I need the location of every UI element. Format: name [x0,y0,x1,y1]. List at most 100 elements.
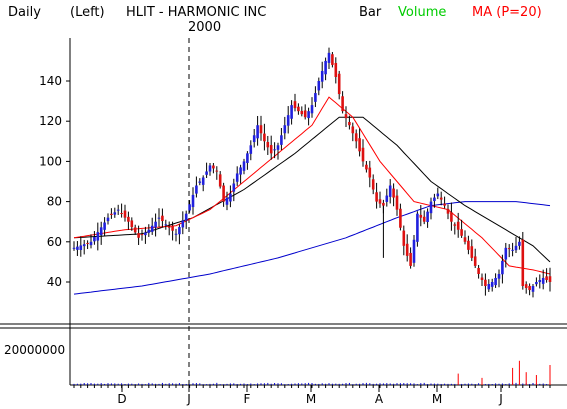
candle-body [388,185,392,197]
x-tick-label: D [117,392,126,406]
candle-body [167,226,171,228]
candle-body [392,188,395,198]
candle-body [276,145,280,150]
candle-body [528,285,531,291]
candle-body [507,248,511,250]
candle-body [130,220,134,228]
candle-body [514,245,518,251]
candle-body [123,210,127,218]
legend-bar: Bar [359,5,382,20]
legend-volume: Volume [398,5,446,20]
candle-body [89,241,93,246]
period-label: Daily [8,5,41,20]
candle-body [443,203,446,206]
candle-body [208,165,212,172]
x-tick-label: F [244,392,251,406]
candle-body [460,229,463,236]
candle-body [501,260,504,275]
candle-body [116,209,120,211]
candle-body [269,145,273,154]
candle-body [286,115,290,126]
candle-body [351,126,355,134]
candle-body [283,125,287,134]
candle-body [252,135,256,143]
candle-body [521,239,525,287]
candle-body [422,216,426,222]
candle-body [110,213,113,215]
candle-body [477,267,480,274]
candle-body [120,213,123,215]
candle-body [99,227,103,236]
candle-body [184,213,188,221]
candles [72,47,552,298]
candle-body [354,133,358,142]
candle-body [212,165,215,169]
candle-body [79,245,83,251]
candle-body [337,73,341,95]
candle-body [480,277,484,280]
candle-body [456,221,460,230]
candle-body [164,224,168,226]
candle-body [511,249,514,251]
chart-title: HLIT - HARMONIC INC [126,5,266,20]
candle-body [76,246,79,250]
candle-body [307,111,310,119]
candle-body [541,277,545,284]
y-tick-label: 80 [47,195,62,209]
legend-ma: MA (P=20) [472,5,542,20]
candle-body [147,229,151,233]
candle-body [178,227,181,235]
candle-body [324,60,327,75]
candle-body [375,192,378,202]
candle-body [538,279,542,283]
candle-body [113,212,117,215]
candle-body [399,208,402,228]
candle-body [201,177,205,185]
candle-body [531,286,535,292]
candle-body [497,273,501,279]
year-label: 2000 [188,20,221,35]
candle-body [127,216,130,222]
candle-body [266,141,270,148]
candle-body [239,167,242,175]
x-tick-label: J [498,392,503,406]
candle-body [426,211,429,222]
candle-body [174,233,178,235]
x-tick-label: M [306,392,316,406]
candle-body [545,276,548,280]
candle-body [218,174,222,187]
candle-body [191,194,195,208]
candle-body [229,193,232,202]
ma-long-path [73,201,551,295]
candle-body [140,234,144,236]
candle-body [93,236,96,242]
candle-body [535,282,538,285]
candle-body [518,241,521,246]
candle-body [334,62,338,77]
candle-body [225,197,229,205]
y-axis-ticks: 40 60 80 100 120 140 [39,74,70,289]
y-tick-label: 140 [39,74,62,88]
candle-body [256,125,259,139]
candle-body [348,121,351,126]
candle-body [303,110,307,118]
candle-body [371,179,375,190]
candle-body [473,256,477,266]
candle-body [433,197,436,202]
candle-body [290,105,293,119]
volume-tick-label: 20000000 [4,343,65,357]
candle-body [181,220,185,228]
candle-body [385,195,389,202]
candle-body [344,114,348,119]
candle-body [524,284,528,289]
y-tick-label: 100 [39,154,62,168]
candle-body [106,217,110,222]
candle-body [96,232,100,241]
candle-body [450,212,453,222]
x-tick-label: M [432,392,442,406]
candle-body [222,185,225,202]
candle-body [280,135,283,145]
x-tick-label: A [375,392,384,406]
